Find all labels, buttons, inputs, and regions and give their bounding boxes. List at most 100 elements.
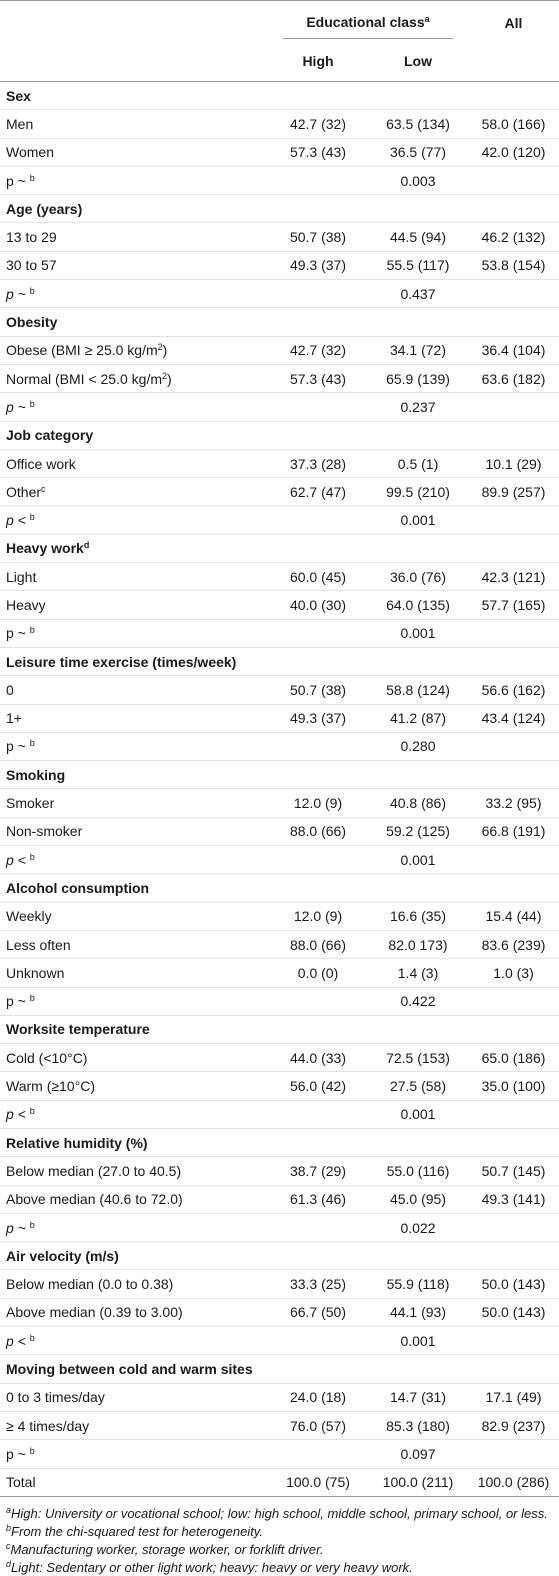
cell-all — [468, 307, 559, 337]
table-footnotes: aHigh: University or vocational school; … — [0, 1497, 559, 1576]
table-row: 13 to 29 50.7 (38) 44.5 (94) 46.2 (132) — [0, 222, 559, 252]
row-label: Total — [0, 1467, 268, 1497]
row-label: Heavy workd — [0, 533, 268, 563]
cell-all: 36.4 (104) — [468, 335, 559, 365]
row-label: p ~ b — [0, 986, 268, 1016]
row-label-text: Men — [6, 115, 34, 132]
row-label-text: Normal (BMI < 25.0 kg/m — [6, 370, 162, 387]
cell-all: 83.6 (239) — [468, 929, 559, 959]
cell-low: 99.5 (210) — [368, 477, 468, 506]
cell-all — [468, 845, 559, 874]
row-label-after: ) — [167, 370, 172, 387]
row-label-text: Cold (<10°C) — [6, 1049, 88, 1066]
p-value-sup: b — [29, 993, 35, 1004]
cell-all — [468, 618, 559, 648]
row-label-text: p < — [6, 1332, 26, 1349]
cell-all — [468, 80, 559, 110]
cell-low: 0.001 — [368, 845, 468, 874]
row-label: Relative humidity (%) — [0, 1127, 268, 1157]
cell-low: 0.437 — [368, 279, 468, 308]
p-value-sup: b — [29, 1445, 35, 1456]
cell-low: 0.003 — [368, 165, 468, 195]
cell-all — [468, 505, 559, 535]
cell-high: 88.0 (66) — [268, 929, 368, 959]
cell-all — [468, 420, 559, 450]
cell-all: 1.0 (3) — [468, 958, 559, 987]
cell-low: 85.3 (180) — [368, 1410, 468, 1440]
p-value-row: p < b 0.001 — [0, 1326, 559, 1355]
cell-high: 88.0 (66) — [268, 816, 368, 846]
cell-high — [268, 845, 368, 874]
table-row: Men 42.7 (32) 63.5 (134) 58.0 (166) — [0, 109, 559, 139]
cell-all — [468, 533, 559, 563]
cell-low: 0.022 — [368, 1212, 468, 1242]
header-blank — [0, 0, 268, 41]
header-high: High — [268, 41, 368, 82]
cell-low: 0.422 — [368, 986, 468, 1016]
cell-high: 76.0 (57) — [268, 1410, 368, 1440]
cell-high — [268, 1014, 368, 1044]
row-label: Age (years) — [0, 194, 268, 223]
row-label-sup: d — [83, 540, 90, 551]
row-label-text: Above median (40.6 to 72.0) — [6, 1191, 183, 1208]
row-label: Leisure time exercise (times/week) — [0, 646, 268, 676]
cell-all: 100.0 (286) — [468, 1467, 559, 1497]
cell-high — [268, 1127, 368, 1157]
row-label: p < b — [0, 1099, 268, 1129]
row-label-text: p ~ — [6, 398, 26, 415]
row-label-text: 1+ — [6, 710, 22, 727]
p-value-row: p ~ b 0.280 — [0, 731, 559, 761]
cell-high: 33.3 (25) — [268, 1269, 368, 1299]
row-label: 13 to 29 — [0, 222, 268, 252]
row-label: Women — [0, 137, 268, 167]
row-label: ≥ 4 times/day — [0, 1410, 268, 1440]
p-value-row: p ~ b 0.237 — [0, 392, 559, 422]
cell-high — [268, 80, 368, 110]
p-value-sup: b — [29, 172, 35, 183]
row-label: p ~ b — [0, 279, 268, 308]
cell-high — [268, 1241, 368, 1270]
footnote-text: High: University or vocational school; l… — [11, 1505, 548, 1521]
row-label-text: Total — [6, 1474, 36, 1491]
table-row: Warm (≥10°C) 56.0 (42) 27.5 (58) 35.0 (100) — [0, 1071, 559, 1101]
cell-high: 0.0 (0) — [268, 958, 368, 987]
cell-all: 50.0 (143) — [468, 1297, 559, 1327]
table-row: Above median (40.6 to 72.0) 61.3 (46) 45.0… — [0, 1184, 559, 1214]
cell-high: 44.0 (33) — [268, 1043, 368, 1072]
header-educational-class-label: Educational class — [306, 14, 425, 30]
row-label-text: Air velocity (m/s) — [6, 1247, 119, 1264]
header-low: Low — [368, 41, 468, 82]
cell-low — [368, 760, 468, 789]
p-value-row: p ~ b 0.097 — [0, 1439, 559, 1469]
cell-all — [468, 279, 559, 308]
row-label: Warm (≥10°C) — [0, 1071, 268, 1101]
row-label-text: Weekly — [6, 908, 52, 925]
p-value-sup: b — [29, 738, 35, 749]
row-label-text: Less often — [6, 936, 71, 953]
section-row: Heavy workd — [0, 533, 559, 563]
row-label: Cold (<10°C) — [0, 1043, 268, 1072]
cell-all: 56.6 (162) — [468, 675, 559, 705]
row-label-text: 0 to 3 times/day — [6, 1389, 105, 1406]
cell-low: 44.5 (94) — [368, 222, 468, 252]
footnote-marker: a — [6, 1504, 12, 1515]
table-row: Women 57.3 (43) 36.5 (77) 42.0 (120) — [0, 137, 559, 167]
table-body: Sex Men 42.7 (32) 63.5 (134) 58.0 (166) Women… — [0, 80, 559, 1497]
p-value-sup: b — [29, 851, 35, 862]
row-label: Above median (0.39 to 3.00) — [0, 1297, 268, 1327]
p-value-row: p < b 0.001 — [0, 505, 559, 535]
row-label-sup: c — [41, 483, 46, 494]
row-label-text: Alcohol consumption — [6, 879, 150, 896]
table-row: Above median (0.39 to 3.00) 66.7 (50) 44.1… — [0, 1297, 559, 1327]
cell-low — [368, 533, 468, 563]
row-label: p ~ b — [0, 392, 268, 422]
row-label: Normal (BMI < 25.0 kg/m2) — [0, 363, 268, 393]
cell-all: 63.6 (182) — [468, 363, 559, 393]
cell-all: 42.0 (120) — [468, 137, 559, 167]
cell-low: 0.237 — [368, 392, 468, 422]
characteristics-table: Educational classa All High Low Sex Men 42… — [0, 0, 559, 1497]
p-value-row: p ~ b 0.422 — [0, 986, 559, 1016]
row-label-text: p ~ — [6, 285, 26, 302]
cell-high: 12.0 (9) — [268, 901, 368, 931]
cell-low: 44.1 (93) — [368, 1297, 468, 1327]
